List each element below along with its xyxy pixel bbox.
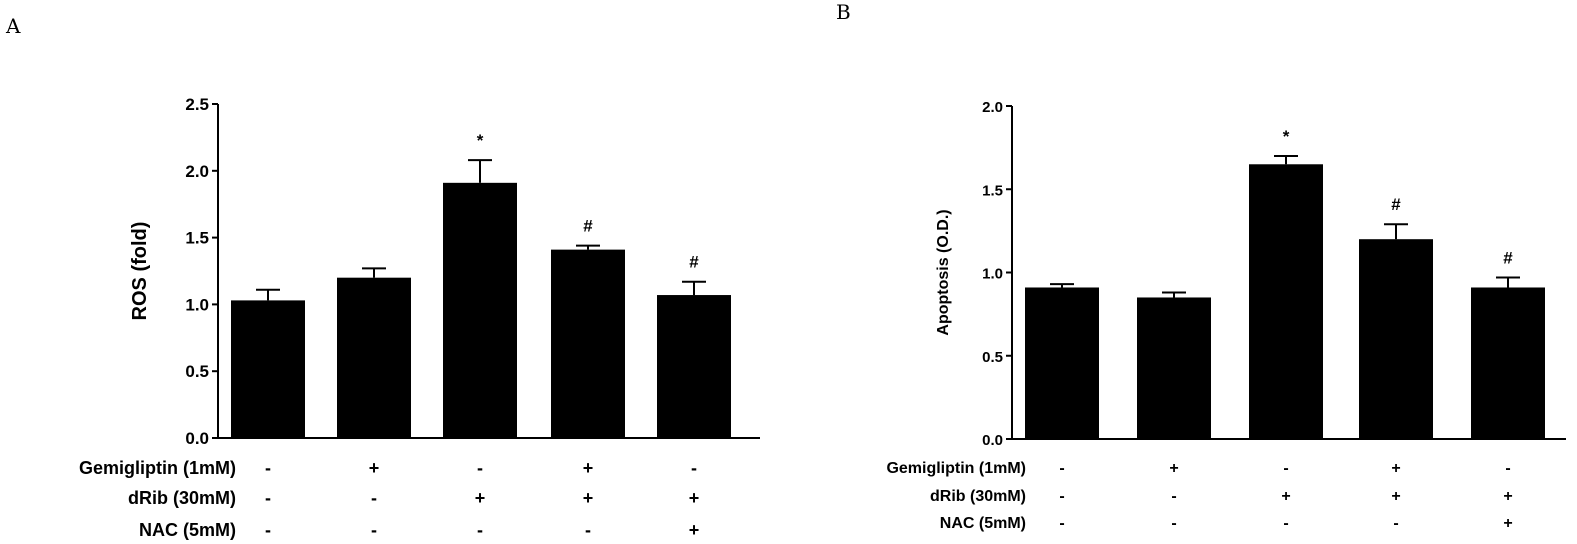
p1-treatment-sign: - xyxy=(585,520,591,540)
p1-bar xyxy=(657,295,731,438)
p1-treatment-label: dRib (30mM) xyxy=(128,488,236,508)
p2-treatment-sign: - xyxy=(1505,460,1510,477)
p1-treatment-sign: + xyxy=(583,458,594,478)
p1-y-axis-label: ROS (fold) xyxy=(129,222,151,321)
p2-treatment-sign: + xyxy=(1503,488,1512,505)
p2-treatment-sign: - xyxy=(1059,515,1064,532)
p1-treatment-label: NAC (5mM) xyxy=(139,520,236,540)
p2-treatment-sign: + xyxy=(1169,460,1178,477)
p2-treatment-label: dRib (30mM) xyxy=(930,488,1026,505)
p1-treatment-sign: - xyxy=(265,488,271,508)
p2-bar xyxy=(1249,164,1323,439)
p2-treatment-sign: - xyxy=(1393,515,1398,532)
p2-treatment-label: Gemigliptin (1mM) xyxy=(886,460,1026,477)
p2-treatment-sign: + xyxy=(1503,515,1512,532)
p2-treatment-sign: - xyxy=(1283,515,1288,532)
p1-treatment-sign: - xyxy=(371,488,377,508)
p2-bar xyxy=(1025,287,1099,439)
p1-bar xyxy=(551,249,625,438)
p1-treatment-sign: + xyxy=(689,520,700,540)
p2-significance-marker: # xyxy=(1503,248,1513,267)
p2-bar xyxy=(1359,239,1433,439)
p1-treatment-sign: + xyxy=(689,488,700,508)
p1-treatment-sign: + xyxy=(583,488,594,508)
p2-treatment-sign: - xyxy=(1283,460,1288,477)
p1-bar xyxy=(337,277,411,438)
p2-treatment-sign: - xyxy=(1171,515,1176,532)
p1-y-tick-label: 1.0 xyxy=(185,295,209,314)
p1-treatment-sign: - xyxy=(371,520,377,540)
panel-b-letter: B xyxy=(836,0,851,24)
p1-treatment-sign: - xyxy=(477,520,483,540)
p2-y-axis-label: Apoptosis (O.D.) xyxy=(935,209,952,335)
p2-bar xyxy=(1471,287,1545,439)
p1-bar xyxy=(231,300,305,438)
p1-treatment-label: Gemigliptin (1mM) xyxy=(79,458,236,478)
p1-significance-marker: * xyxy=(477,131,484,150)
panel-a-letter: A xyxy=(6,14,21,38)
p1-y-tick-label: 2.5 xyxy=(185,95,209,114)
p1-y-tick-label: 0.0 xyxy=(185,429,209,448)
p2-y-tick-label: 1.0 xyxy=(982,266,1003,283)
p2-y-tick-label: 2.0 xyxy=(982,99,1003,116)
p1-treatment-sign: - xyxy=(477,458,483,478)
p2-y-tick-label: 0.5 xyxy=(982,349,1003,366)
p1-treatment-sign: - xyxy=(265,458,271,478)
p1-treatment-sign: - xyxy=(265,520,271,540)
p1-treatment-sign: + xyxy=(475,488,486,508)
p2-treatment-sign: + xyxy=(1281,488,1290,505)
p2-treatment-sign: - xyxy=(1059,488,1064,505)
p1-treatment-sign: + xyxy=(369,458,380,478)
p1-significance-marker: # xyxy=(583,217,593,236)
p1-y-tick-label: 0.5 xyxy=(185,362,209,381)
p1-significance-marker: # xyxy=(689,253,699,272)
p2-treatment-sign: - xyxy=(1059,460,1064,477)
p2-significance-marker: * xyxy=(1283,127,1290,146)
p2-treatment-sign: + xyxy=(1391,460,1400,477)
p1-y-tick-label: 2.0 xyxy=(185,162,209,181)
p1-y-tick-label: 1.5 xyxy=(185,229,209,248)
p2-treatment-sign: - xyxy=(1171,488,1176,505)
p2-treatment-sign: + xyxy=(1391,488,1400,505)
p1-bar xyxy=(443,182,517,438)
p2-bar xyxy=(1137,297,1211,439)
p2-significance-marker: # xyxy=(1391,195,1401,214)
p2-y-tick-label: 0.0 xyxy=(982,432,1003,449)
p1-treatment-sign: - xyxy=(691,458,697,478)
p2-y-tick-label: 1.5 xyxy=(982,182,1003,199)
p2-treatment-label: NAC (5mM) xyxy=(940,515,1026,532)
